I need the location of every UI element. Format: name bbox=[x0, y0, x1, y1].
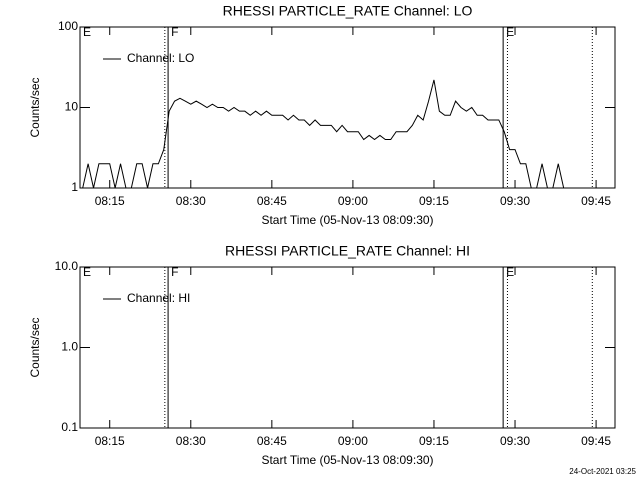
legend-label: Channel: HI bbox=[127, 291, 190, 305]
x-tick-label: 08:45 bbox=[257, 194, 287, 208]
x-tick-label: 08:15 bbox=[95, 194, 125, 208]
x-tick-label: 09:15 bbox=[419, 194, 449, 208]
x-tick-label: 08:15 bbox=[95, 434, 125, 448]
y-tick-label: 1.0 bbox=[61, 340, 78, 354]
x-tick-label: 08:45 bbox=[257, 434, 287, 448]
chart-title: RHESSI PARTICLE_RATE Channel: HI bbox=[225, 243, 470, 259]
legend-label: Channel: LO bbox=[127, 51, 194, 65]
flag-label: E bbox=[83, 25, 91, 39]
x-tick-label: 08:30 bbox=[176, 434, 206, 448]
y-axis-label: Counts/sec bbox=[28, 317, 42, 377]
flag-label: F bbox=[171, 265, 178, 279]
flag-label: E bbox=[506, 265, 514, 279]
x-axis-label: Start Time (05-Nov-13 08:09:30) bbox=[261, 213, 433, 227]
x-axis-label: Start Time (05-Nov-13 08:09:30) bbox=[261, 453, 433, 467]
x-tick-label: 09:15 bbox=[419, 434, 449, 448]
x-tick-label: 09:30 bbox=[500, 434, 530, 448]
timestamp: 24-Oct-2021 03:25 bbox=[569, 467, 636, 476]
flag-label: E bbox=[83, 265, 91, 279]
x-tick-label: 09:00 bbox=[338, 434, 368, 448]
y-tick-label: 10.0 bbox=[55, 259, 79, 273]
flag-label: F bbox=[171, 25, 178, 39]
x-tick-label: 09:45 bbox=[581, 194, 611, 208]
x-tick-label: 08:30 bbox=[176, 194, 206, 208]
y-tick-label: 0.1 bbox=[61, 420, 78, 434]
chart-title: RHESSI PARTICLE_RATE Channel: LO bbox=[223, 3, 473, 19]
y-axis-label: Counts/sec bbox=[28, 77, 42, 137]
x-tick-label: 09:00 bbox=[338, 194, 368, 208]
y-tick-label: 1 bbox=[71, 180, 78, 194]
y-tick-label: 100 bbox=[58, 19, 78, 33]
data-line bbox=[82, 79, 613, 188]
x-tick-label: 09:45 bbox=[581, 434, 611, 448]
flag-label: E bbox=[506, 25, 514, 39]
x-tick-label: 09:30 bbox=[500, 194, 530, 208]
y-tick-label: 10 bbox=[65, 100, 79, 114]
